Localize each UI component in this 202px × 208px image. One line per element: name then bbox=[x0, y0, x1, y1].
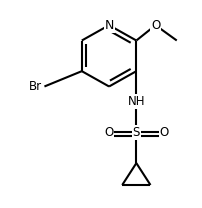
Text: O: O bbox=[104, 126, 113, 139]
Text: S: S bbox=[133, 126, 140, 139]
Text: O: O bbox=[159, 126, 169, 139]
Text: O: O bbox=[151, 19, 160, 32]
Text: NH: NH bbox=[128, 95, 145, 108]
Text: N: N bbox=[104, 19, 114, 32]
Text: Br: Br bbox=[29, 80, 42, 93]
